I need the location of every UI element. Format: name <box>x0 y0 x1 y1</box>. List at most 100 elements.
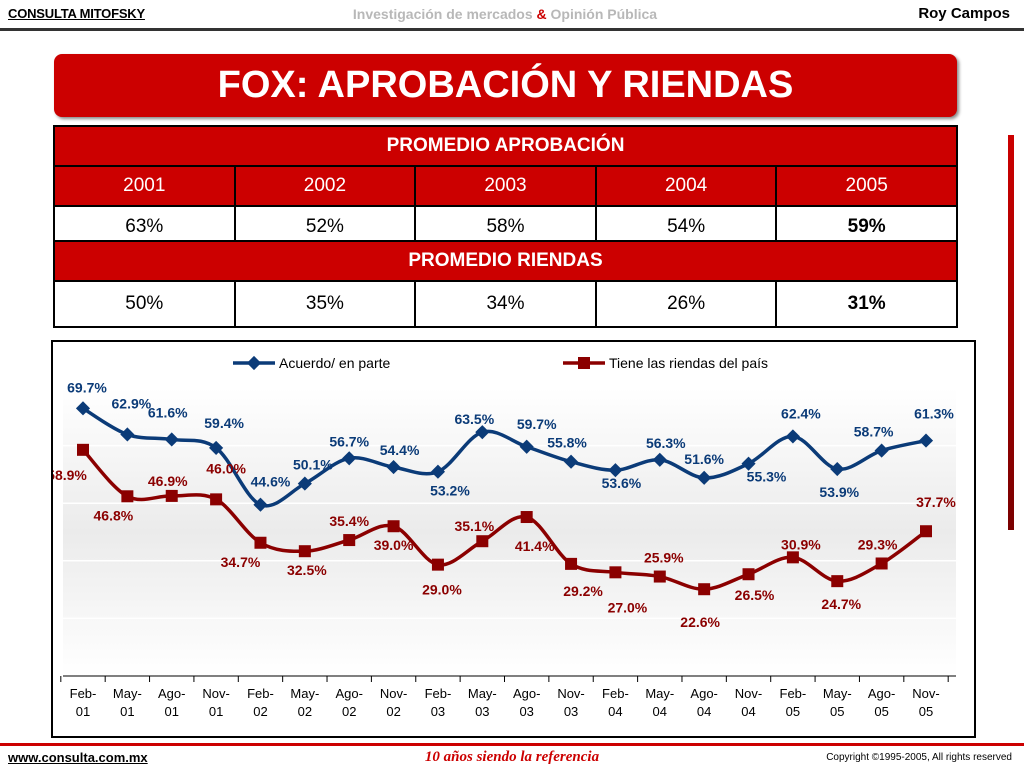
data-point-approval <box>830 461 845 477</box>
x-tick-label: Ago-05 <box>868 686 895 719</box>
data-point-approval <box>608 463 623 478</box>
brand-name[interactable]: CONSULTA MITOFSKY <box>8 6 145 21</box>
data-label: 30.9% <box>781 536 821 552</box>
data-label: 51.6% <box>684 451 724 467</box>
x-tick-label: Nov-02 <box>380 686 407 719</box>
x-tick-label: May-02 <box>290 686 319 719</box>
x-tick-label: May-04 <box>645 686 674 719</box>
x-tick-label: Ago-01 <box>158 686 185 719</box>
x-tick-label: May-03 <box>468 686 497 719</box>
x-tick-label: May-01 <box>113 686 142 719</box>
data-point-approval <box>785 429 800 444</box>
data-point-approval <box>741 456 756 471</box>
tagline: Investigación de mercados & Opinión Públ… <box>0 6 1010 22</box>
plot-background <box>63 388 956 676</box>
data-point-approval <box>519 439 534 454</box>
data-point-approval <box>253 497 268 512</box>
legend-label: Acuerdo/ en parte <box>279 355 391 371</box>
data-point-reins <box>875 557 888 570</box>
data-label: 22.6% <box>680 614 720 630</box>
website-link[interactable]: www.consulta.com.mx <box>8 750 148 765</box>
data-point-reins <box>831 575 844 588</box>
year-cell: 2002 <box>233 165 417 207</box>
copyright-text: Copyright ©1995-2005, All rights reserve… <box>826 752 1012 763</box>
data-point-reins <box>786 551 799 564</box>
reins-value: 31% <box>775 280 958 328</box>
data-label: 34.7% <box>221 554 261 570</box>
data-label: 41.4% <box>515 538 555 554</box>
reins-value: 50% <box>53 280 236 328</box>
data-point-reins <box>387 520 400 533</box>
data-label: 58.7% <box>854 424 894 440</box>
data-label: 53.6% <box>602 475 642 491</box>
approval-table-header: PROMEDIO APROBACIÓN <box>53 125 958 167</box>
data-point-reins <box>121 490 134 503</box>
tagline-part1: Investigación de mercados <box>352 6 537 22</box>
data-point-reins <box>165 489 178 502</box>
data-label: 69.7% <box>67 379 107 395</box>
data-label: 24.7% <box>821 596 861 612</box>
line-chart-svg: Feb-01 May-01 Ago-01 Nov-01 Feb-02 May-02 Ago-… <box>53 355 956 719</box>
slide-title: FOX: APROBACIÓN Y RIENDAS <box>217 64 794 106</box>
data-label: 29.2% <box>563 583 603 599</box>
data-point-reins <box>742 568 755 581</box>
data-label: 62.9% <box>112 395 152 411</box>
data-label: 44.6% <box>251 474 291 490</box>
x-tick-label: Nov-04 <box>735 686 762 719</box>
x-tick-label: Ago-02 <box>335 686 362 719</box>
data-label: 61.3% <box>914 406 954 422</box>
data-label: 61.6% <box>148 404 188 420</box>
reins-value: 35% <box>233 280 417 328</box>
data-point-reins <box>609 566 622 579</box>
data-label: 37.7% <box>916 494 956 510</box>
data-point-reins <box>343 534 356 547</box>
year-cell: 2005 <box>775 165 958 207</box>
data-point-approval <box>652 452 667 467</box>
data-label: 35.1% <box>454 518 494 534</box>
footer-slogan: 10 años siendo la referencia <box>424 749 600 765</box>
tagline-ampersand: & <box>536 6 547 22</box>
reins-table: PROMEDIO RIENDAS 50% 35% 34% 26% 31% <box>53 240 958 328</box>
reins-table-header: PROMEDIO RIENDAS <box>53 240 958 282</box>
data-point-reins <box>698 583 711 596</box>
data-label: 54.4% <box>380 442 420 458</box>
data-point-reins <box>254 536 267 549</box>
x-tick-label: Ago-03 <box>513 686 540 719</box>
data-label: 26.5% <box>735 587 775 603</box>
data-point-reins <box>210 493 223 506</box>
x-tick-label: Ago-04 <box>690 686 717 719</box>
data-point-reins <box>77 443 89 456</box>
data-point-reins <box>298 545 311 558</box>
data-point-reins <box>476 535 489 548</box>
x-tick-label: Nov-05 <box>912 686 939 719</box>
data-label: 46.8% <box>94 507 134 523</box>
data-label: 55.8% <box>547 435 587 451</box>
data-point-reins <box>565 557 578 570</box>
data-label: 46.0% <box>206 460 246 476</box>
data-point-reins <box>520 511 533 524</box>
year-cell: 2001 <box>53 165 236 207</box>
data-point-reins <box>431 558 444 571</box>
data-label: 25.9% <box>644 550 684 566</box>
x-tick-label: Nov-01 <box>202 686 229 719</box>
slide-title-box: FOX: APROBACIÓN Y RIENDAS <box>54 54 957 117</box>
year-cell: 2003 <box>414 165 597 207</box>
data-label: 46.9% <box>148 473 188 489</box>
reins-value: 26% <box>594 280 778 328</box>
reins-value: 34% <box>414 280 597 328</box>
data-label: 59.7% <box>517 416 557 432</box>
data-label: 29.0% <box>422 582 462 598</box>
data-point-approval <box>874 443 889 458</box>
data-label: 55.3% <box>747 469 787 485</box>
data-label: 59.4% <box>204 415 244 431</box>
year-cell: 2004 <box>594 165 778 207</box>
x-tick-label: Feb-03 <box>425 686 452 719</box>
x-tick-label: Feb-01 <box>70 686 97 719</box>
footer-divider <box>0 743 1024 746</box>
data-label: 39.0% <box>374 537 414 553</box>
tagline-part2: Opinión Pública <box>546 6 658 22</box>
data-label: 63.5% <box>454 411 494 427</box>
side-accent-bar <box>1008 135 1014 530</box>
data-label: 29.3% <box>858 536 898 552</box>
legend-marker <box>246 355 262 371</box>
